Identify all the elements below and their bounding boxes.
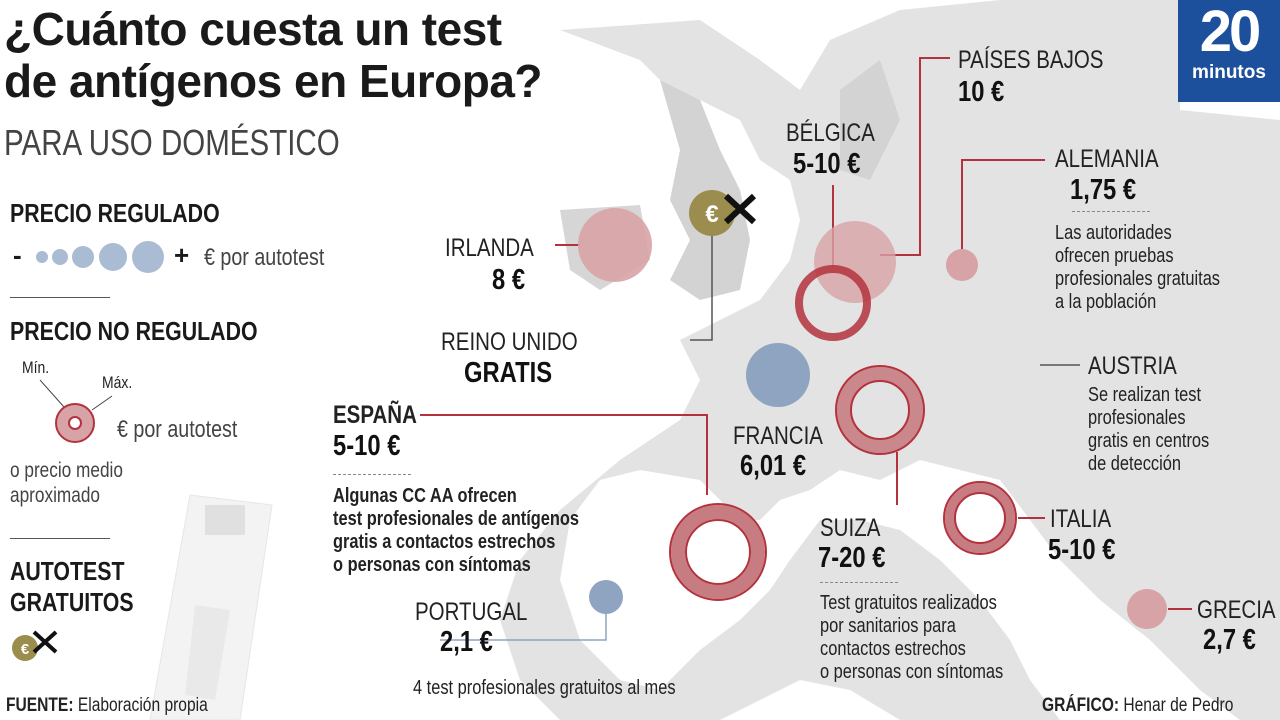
portugal-name: PORTUGAL [415, 598, 528, 626]
leader-lines [420, 57, 1192, 610]
austria-note: gratis en centros [1088, 430, 1210, 452]
regulated-scale-circles [36, 241, 164, 273]
reino-unido-name: REINO UNIDO [441, 328, 578, 356]
free-heading-line-2: GRATUITOS [10, 587, 134, 617]
portugal-note: 4 test profesionales gratuitos al mes [413, 677, 676, 699]
espana-note: Algunas CC AA ofrecen [333, 485, 517, 507]
credit-label: GRÁFICO: [1042, 695, 1120, 716]
free-heading-line-1: AUTOTEST [10, 556, 125, 586]
min-label: Mín. [22, 358, 50, 377]
irlanda-name: IRLANDA [445, 234, 534, 262]
grecia-marker[interactable] [1127, 589, 1167, 629]
paises-bajos-marker[interactable] [814, 221, 896, 303]
title-line-1: ¿Cuánto cuesta un test [4, 3, 502, 55]
austria-note: de detección [1088, 453, 1182, 475]
suiza-note: por sanitarios para [820, 615, 956, 637]
regulated-unit: € por autotest [204, 244, 325, 271]
free-autotest-icon: € [12, 630, 58, 661]
austria-name: AUSTRIA [1088, 352, 1177, 380]
suiza-note: contactos estrechos [820, 638, 966, 660]
italia-marker[interactable] [945, 483, 1015, 553]
belgica-marker[interactable] [795, 265, 871, 341]
italia-price: 5-10 € [1048, 534, 1116, 566]
italia-name: ITALIA [1050, 505, 1112, 533]
suiza-name: SUIZA [820, 514, 881, 542]
antigen-test-illustration [149, 494, 273, 720]
average-line-1: o precio medio [10, 459, 123, 482]
alemania-name: ALEMANIA [1055, 145, 1159, 173]
unregulated-legend-icon [39, 379, 113, 443]
source-label: FUENTE: [6, 695, 74, 716]
paises-bajos-price: 10 € [958, 76, 1005, 108]
belgica-price: 5-10 € [793, 148, 861, 180]
alemania-note: a la población [1055, 291, 1157, 313]
regulated-minus: - [13, 240, 22, 270]
austria-note: profesionales [1088, 407, 1186, 429]
belgica-name: BÉLGICA [786, 119, 875, 147]
title-line-2: de antígenos en Europa? [4, 55, 543, 107]
legend-divider [10, 297, 110, 298]
legend-divider [10, 538, 110, 539]
suiza-note: Test gratuitos realizados [820, 592, 997, 614]
alemania-price: 1,75 € [1070, 174, 1137, 206]
irlanda-price: 8 € [492, 264, 526, 296]
espana-note: test profesionales de antígenos [333, 508, 580, 530]
paises-bajos-name: PAÍSES BAJOS [958, 46, 1104, 74]
alemania-note: ofrecen pruebas [1055, 245, 1174, 267]
unregulated-unit: € por autotest [117, 416, 238, 443]
svg-text:€: € [705, 201, 718, 228]
espana-note: o personas con síntomas [333, 554, 531, 576]
alemania-marker[interactable] [946, 249, 978, 281]
suiza-marker[interactable] [837, 367, 923, 453]
francia-name: FRANCIA [733, 422, 823, 450]
suiza-note: o personas con síntomas [820, 661, 1004, 683]
espana-marker[interactable] [671, 505, 765, 599]
20minutos-logo[interactable]: 20 minutos [1178, 0, 1280, 102]
espana-note: gratis a contactos estrechos [333, 531, 556, 553]
average-line-2: aproximado [10, 484, 100, 507]
svg-text:€: € [21, 641, 30, 658]
portugal-price: 2,1 € [440, 626, 493, 658]
espana-name: ESPAÑA [333, 401, 417, 429]
reino-unido-price: GRATIS [464, 357, 553, 389]
francia-price: 6,01 € [740, 450, 807, 482]
austria-note: Se realizan test [1088, 384, 1202, 406]
max-label: Máx. [102, 373, 133, 392]
subtitle: PARA USO DOMÉSTICO [4, 122, 340, 163]
source: Elaboración propia [77, 695, 208, 716]
credit: Henar de Pedro [1123, 695, 1234, 716]
grecia-name: GRECIA [1197, 596, 1276, 624]
alemania-note: Las autoridades [1055, 222, 1172, 244]
grecia-price: 2,7 € [1203, 624, 1256, 656]
portugal-marker[interactable] [589, 580, 623, 614]
francia-marker[interactable] [746, 343, 810, 407]
suiza-price: 7-20 € [818, 542, 886, 574]
irlanda-marker[interactable] [578, 208, 652, 282]
reino-unido-free-icon[interactable]: € [689, 190, 757, 236]
alemania-note: profesionales gratuitas [1055, 268, 1221, 290]
unregulated-heading: PRECIO NO REGULADO [10, 316, 258, 346]
espana-price: 5-10 € [333, 430, 401, 462]
regulated-plus: + [174, 240, 190, 270]
regulated-heading: PRECIO REGULADO [10, 198, 220, 228]
